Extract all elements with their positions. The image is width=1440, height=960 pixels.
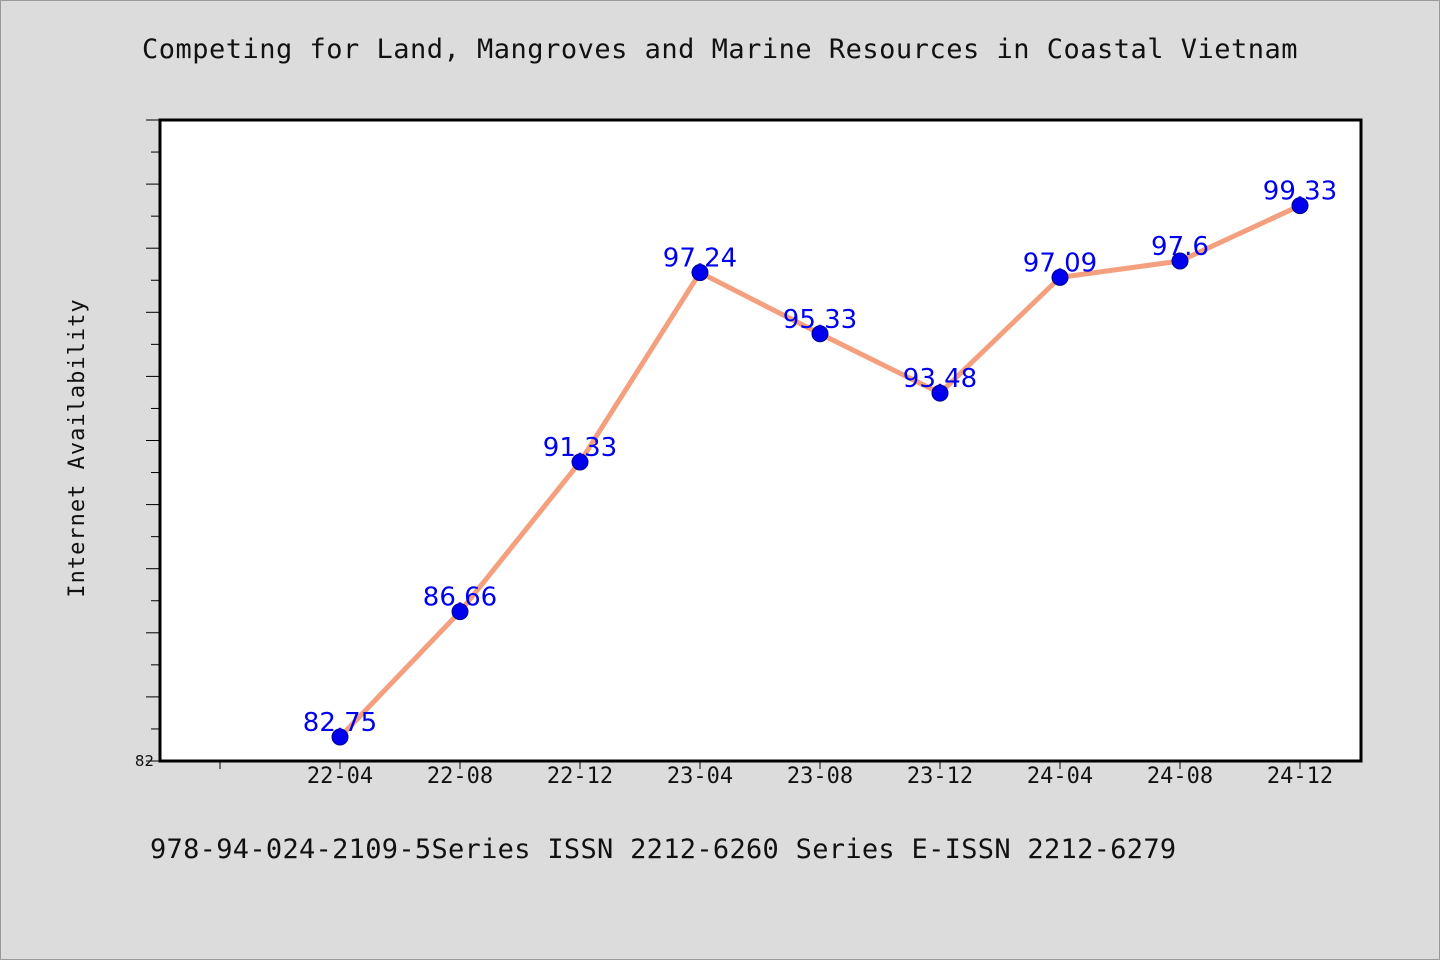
y-tick-label: 82 [135, 752, 154, 770]
data-label: 93.48 [903, 364, 977, 394]
x-tick-label: 22-12 [547, 764, 613, 789]
y-axis-label: Internet Availability [65, 298, 90, 597]
x-tick-label: 24-08 [1147, 764, 1213, 789]
data-label: 97.6 [1151, 232, 1209, 262]
chart-title: Competing for Land, Mangroves and Marine… [141, 34, 1299, 65]
data-point [811, 325, 829, 343]
data-label: 95.33 [783, 305, 857, 335]
data-point [451, 603, 469, 621]
data-label: 99.33 [1263, 177, 1337, 207]
data-point [571, 453, 589, 471]
data-point [931, 384, 949, 402]
data-point [331, 728, 349, 746]
data-point [1291, 197, 1309, 215]
data-point [1051, 268, 1069, 286]
plot-background [158, 118, 1363, 763]
data-label: 86.66 [423, 583, 497, 613]
x-tick-label: 23-12 [907, 764, 973, 789]
footer-note: 978-94-024-2109-5Series ISSN 2212-6260 S… [150, 834, 1177, 865]
data-label: 97.24 [663, 244, 737, 274]
x-tick-label: 23-04 [667, 764, 733, 789]
x-axis-ticks: 22-04 22-08 22-12 23-04 23-08 23-12 24-04 24-08… [219, 761, 1333, 789]
x-tick-label: 22-08 [427, 764, 493, 789]
data-point [1171, 252, 1189, 270]
x-tick-label: 24-12 [1267, 764, 1333, 789]
data-point [691, 264, 709, 282]
data-label: 91.33 [543, 433, 617, 463]
y-axis-ticks: 82 [135, 119, 160, 770]
data-label: 97.09 [1023, 248, 1097, 278]
series-layer: 82.75 86.66 91.33 97.24 95.33 93.48 97.09 97.6 9… [303, 177, 1337, 746]
data-label: 82.75 [303, 708, 377, 738]
x-tick-label: 24-04 [1027, 764, 1093, 789]
x-tick-label: 22-04 [307, 764, 373, 789]
x-tick-label: 23-08 [787, 764, 853, 789]
